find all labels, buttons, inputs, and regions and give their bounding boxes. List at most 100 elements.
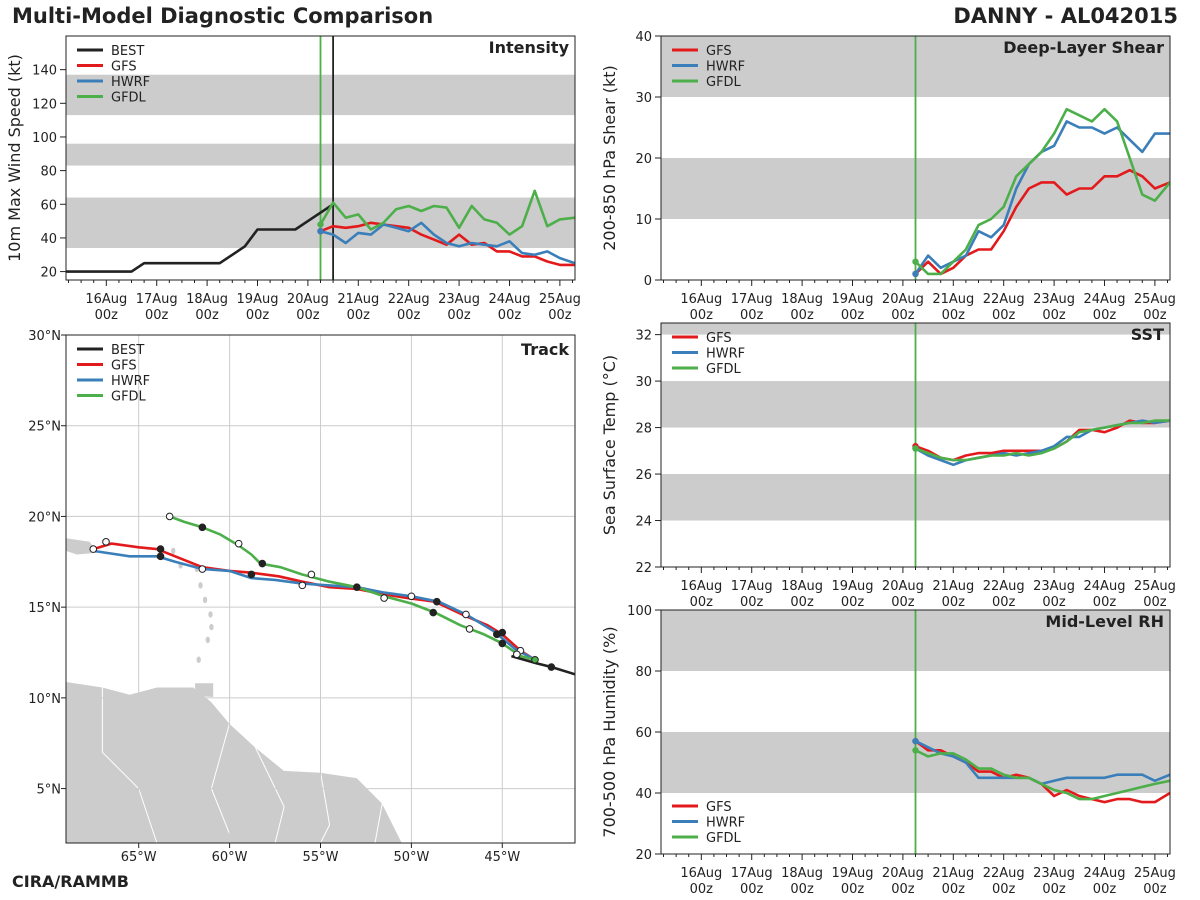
x-tick-label: 00z <box>1143 882 1167 897</box>
x-tick-label: 00z <box>790 882 814 897</box>
start-point-gfdl <box>912 747 919 754</box>
legend-label-best: BEST <box>111 343 144 358</box>
series-gfdl <box>915 419 1170 462</box>
x-tick-label: 00z <box>790 308 814 323</box>
y-tick-label: 20 <box>635 152 652 167</box>
legend-label-gfdl: GFDL <box>706 362 742 377</box>
island-lesser-antilles <box>198 582 203 589</box>
track-marker <box>465 625 474 633</box>
x-tick-label: 00z <box>1093 308 1117 323</box>
panel-title: Deep-Layer Shear <box>1003 38 1164 57</box>
legend-label-gfdl: GFDL <box>111 390 147 405</box>
track-marker <box>380 594 388 602</box>
country-border <box>101 687 158 843</box>
start-point-gfdl <box>912 258 919 265</box>
x-tick-label: 18Aug <box>186 292 228 307</box>
x-tick-label: 24Aug <box>489 292 531 307</box>
y-tick-label: 30 <box>635 375 652 390</box>
panel-shear: 16Aug00z17Aug00z18Aug00z19Aug00z20Aug00z… <box>600 30 1176 323</box>
y-axis-label: 700-500 hPa Humidity (%) <box>600 626 619 837</box>
x-tick-label: 65°W <box>121 850 157 865</box>
x-tick-label: 00z <box>1042 882 1066 897</box>
x-tick-label: 18Aug <box>781 866 823 881</box>
legend-label-hwrf: HWRF <box>706 60 745 75</box>
x-tick-label: 22Aug <box>983 292 1025 307</box>
x-tick-label: 19Aug <box>832 292 874 307</box>
track-marker <box>102 538 110 546</box>
legend-label-gfs: GFS <box>706 44 732 59</box>
series-group <box>912 419 1170 467</box>
x-tick-label: 17Aug <box>136 292 178 307</box>
track-marker <box>493 630 501 639</box>
island-puerto-rico <box>66 538 97 555</box>
track-marker <box>531 655 539 664</box>
panel-sst: 16Aug00z17Aug00z18Aug00z19Aug00z20Aug00z… <box>600 322 1176 610</box>
y-tick-label: 20 <box>635 848 652 863</box>
legend-label-gfs: GFS <box>111 359 137 374</box>
y-tick-label: 0 <box>644 274 652 289</box>
y-tick-label: 60 <box>40 198 57 213</box>
y-tick-label: 80 <box>635 665 652 680</box>
track-marker <box>462 610 470 619</box>
x-tick-label: 00z <box>841 595 865 610</box>
y-tick-label: 100 <box>627 604 652 619</box>
x-tick-label: 00z <box>1093 595 1117 610</box>
x-tick-label: 00z <box>891 595 915 610</box>
series-hwrf <box>320 221 575 265</box>
y-tick-label: 30 <box>635 91 652 106</box>
legend-label-gfdl: GFDL <box>111 91 147 106</box>
track-marker <box>353 583 361 591</box>
x-tick-label: 00z <box>891 882 915 897</box>
x-tick-label: 16Aug <box>85 292 127 307</box>
y-tick-label: 32 <box>635 329 652 344</box>
x-tick-label: 00z <box>841 882 865 897</box>
country-border <box>320 772 331 843</box>
x-tick-label: 00z <box>992 595 1016 610</box>
x-tick-label: 45°W <box>484 850 520 865</box>
legend-label-hwrf: HWRF <box>706 347 745 362</box>
x-tick-label: 00z <box>95 308 119 323</box>
series-gfdl <box>914 107 1170 276</box>
x-tick-label: 00z <box>992 882 1016 897</box>
x-tick-label: 19Aug <box>237 292 279 307</box>
x-tick-label: 00z <box>548 308 572 323</box>
island-lesser-antilles <box>196 656 201 663</box>
start-point-hwrf <box>317 228 324 235</box>
y-tick-label: 20°N <box>28 510 61 525</box>
country-border <box>254 746 285 843</box>
legend-label-gfs: GFS <box>706 331 732 346</box>
x-tick-label: 00z <box>740 882 764 897</box>
y-tick-label: 80 <box>40 165 57 180</box>
x-tick-label: 20Aug <box>882 866 924 881</box>
y-tick-label: 10 <box>635 213 652 228</box>
y-tick-label: 5°N <box>37 783 62 798</box>
x-tick-label: 17Aug <box>731 292 773 307</box>
x-tick-label: 16Aug <box>680 866 722 881</box>
track-marker <box>234 539 243 548</box>
x-tick-label: 23Aug <box>1033 579 1075 594</box>
track-marker <box>258 559 267 568</box>
track-marker <box>198 523 207 532</box>
x-tick-label: 00z <box>690 595 714 610</box>
legend-label-hwrf: HWRF <box>111 374 150 389</box>
x-tick-label: 00z <box>942 308 966 323</box>
x-tick-label: 16Aug <box>680 579 722 594</box>
x-tick-label: 60°W <box>212 850 248 865</box>
x-tick-label: 24Aug <box>1084 292 1126 307</box>
x-tick-label: 00z <box>1093 882 1117 897</box>
y-tick-label: 25°N <box>28 420 61 435</box>
x-tick-label: 21Aug <box>932 866 974 881</box>
legend-label-gfs: GFS <box>706 800 732 815</box>
x-tick-label: 22Aug <box>983 866 1025 881</box>
track-best <box>511 654 575 676</box>
y-tick-label: 10°N <box>28 692 61 707</box>
track-marker <box>247 570 256 579</box>
x-tick-label: 18Aug <box>781 292 823 307</box>
x-tick-label: 00z <box>397 308 421 323</box>
x-tick-label: 50°W <box>393 850 429 865</box>
track-marker <box>407 592 416 601</box>
x-tick-label: 00z <box>447 308 471 323</box>
x-tick-label: 25Aug <box>1134 866 1176 881</box>
x-tick-label: 00z <box>1042 308 1066 323</box>
panel-intensity: 16Aug00z17Aug00z18Aug00z19Aug00z20Aug00z… <box>5 35 581 323</box>
